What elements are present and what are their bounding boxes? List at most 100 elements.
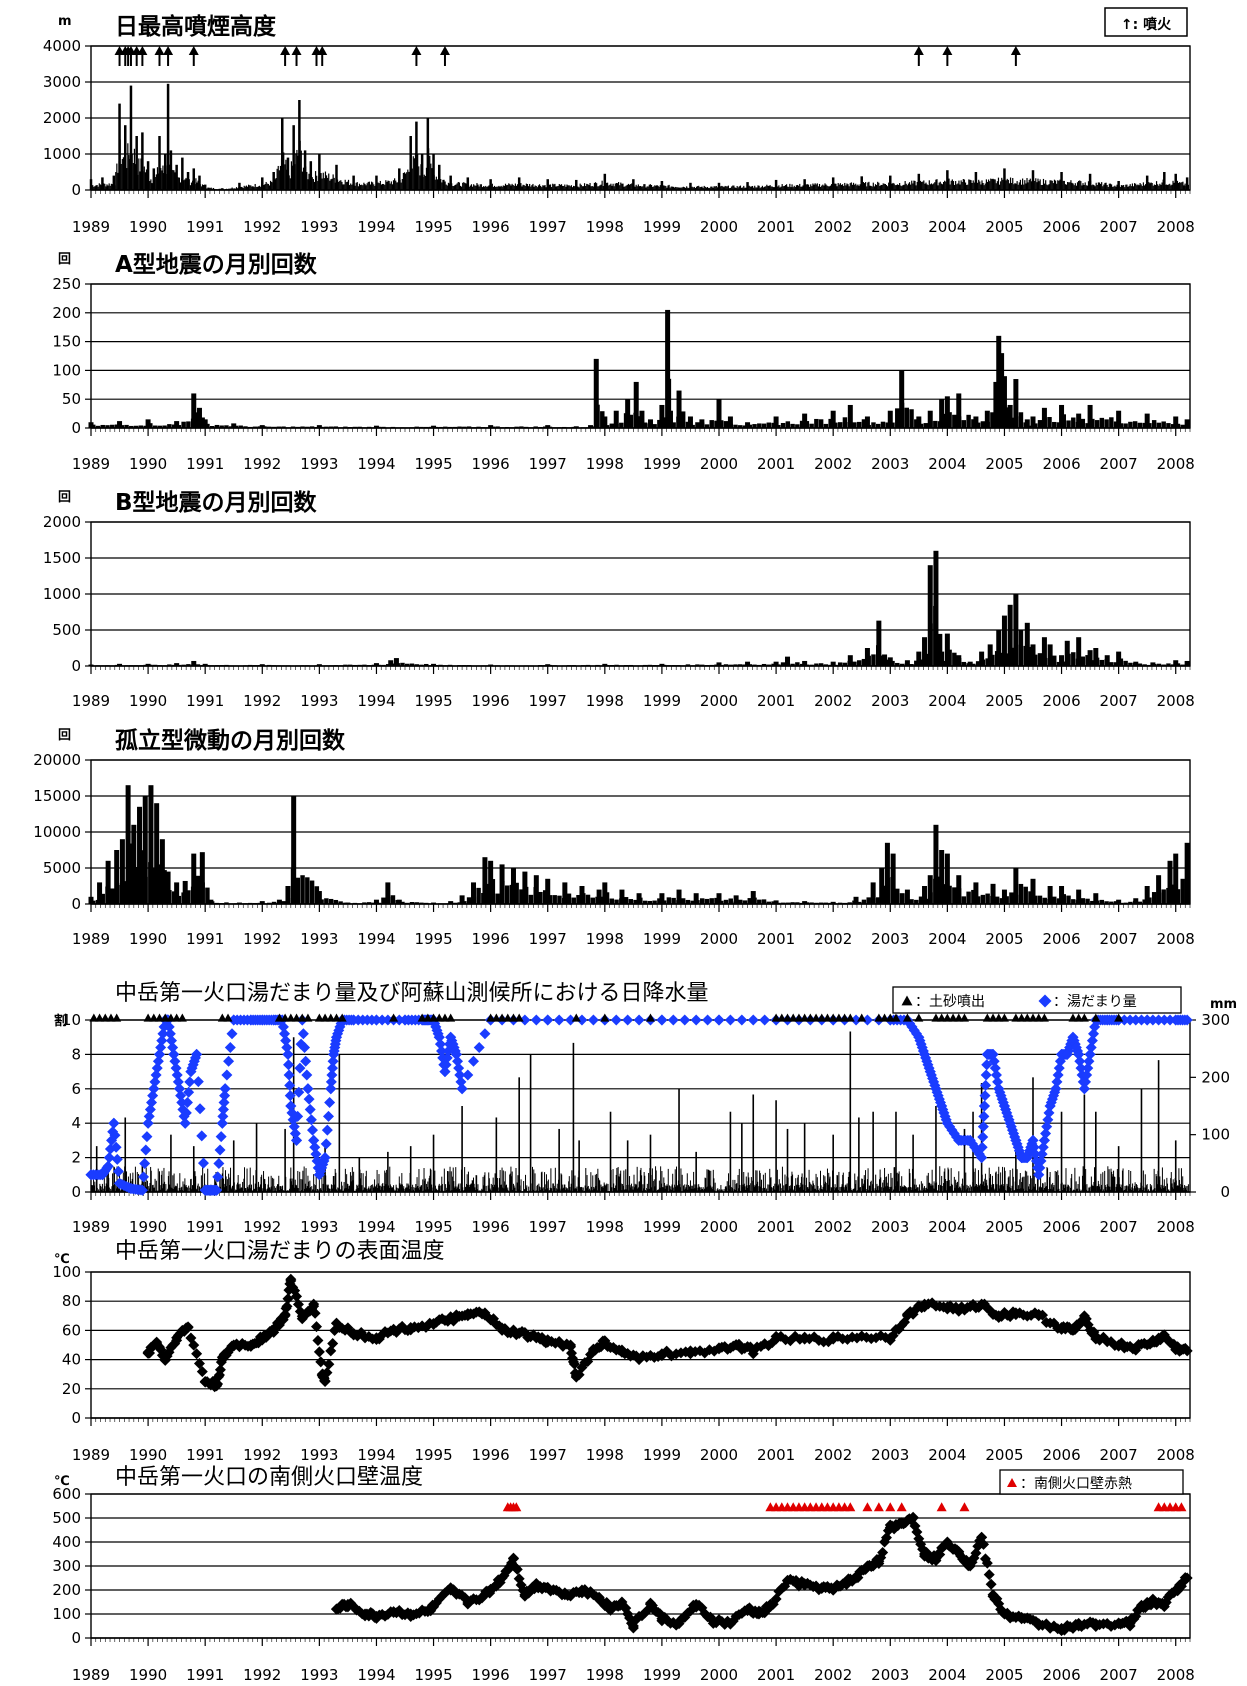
bar-texture-mark bbox=[504, 183, 507, 190]
bar-texture-mark bbox=[405, 902, 410, 904]
bar-texture-mark bbox=[856, 421, 862, 428]
bar-texture-mark bbox=[751, 185, 754, 190]
bar-texture-mark bbox=[514, 426, 519, 428]
bar-texture-mark bbox=[802, 185, 804, 190]
bar-texture-mark bbox=[405, 173, 407, 190]
bar-texture-mark bbox=[755, 187, 757, 190]
bar-texture-mark bbox=[124, 424, 129, 428]
bar-texture-mark bbox=[971, 663, 976, 666]
y-tick-label: 0 bbox=[71, 657, 81, 675]
bar-texture-mark bbox=[906, 185, 908, 190]
bar-texture-mark bbox=[942, 181, 945, 190]
bar-texture-mark bbox=[267, 664, 272, 666]
bar-texture-mark bbox=[1015, 183, 1017, 190]
bar bbox=[1076, 889, 1082, 904]
bar bbox=[276, 899, 282, 904]
bar-texture-mark bbox=[1039, 179, 1041, 190]
bar-texture-mark bbox=[590, 897, 596, 904]
bar-texture-mark bbox=[374, 185, 376, 190]
bar-texture-mark bbox=[690, 665, 695, 666]
bar-texture-mark bbox=[1038, 181, 1040, 190]
bar-texture-mark bbox=[523, 665, 529, 666]
bar-texture-mark bbox=[861, 899, 867, 904]
bar-texture-mark bbox=[290, 161, 293, 190]
y-tick-label: 3000 bbox=[43, 73, 81, 91]
bar-texture-mark bbox=[973, 182, 975, 190]
bar-texture-mark bbox=[215, 189, 217, 190]
bar-texture-mark bbox=[1052, 655, 1057, 666]
bar-texture-mark bbox=[723, 899, 729, 904]
bar-texture-mark bbox=[405, 663, 410, 666]
bar-texture-mark bbox=[362, 902, 367, 904]
x-tick-label: 1989 bbox=[72, 1218, 110, 1236]
bar-texture-mark bbox=[1138, 185, 1140, 190]
bar-texture-mark bbox=[553, 184, 555, 190]
bar-texture-mark bbox=[323, 178, 325, 190]
bar bbox=[105, 860, 111, 904]
bar-texture-mark bbox=[1187, 184, 1190, 190]
bar-texture-mark bbox=[343, 426, 348, 428]
bar-texture-mark bbox=[1125, 184, 1127, 190]
bar bbox=[716, 662, 722, 666]
y-tick-label: 0 bbox=[71, 895, 81, 913]
bar-texture-mark bbox=[462, 182, 464, 190]
bar-texture-mark bbox=[466, 897, 472, 904]
bar bbox=[124, 125, 127, 190]
bar-texture-mark bbox=[608, 185, 610, 190]
bar-texture-mark bbox=[978, 179, 980, 190]
bar-texture-mark bbox=[139, 171, 141, 190]
bar-texture-mark bbox=[771, 663, 776, 666]
bar bbox=[298, 100, 301, 190]
bar-texture-mark bbox=[96, 185, 98, 190]
bar-texture-mark bbox=[1153, 184, 1155, 190]
bar bbox=[191, 853, 197, 904]
bar-texture-mark bbox=[666, 187, 668, 190]
bar-texture-mark bbox=[504, 885, 510, 904]
bar bbox=[889, 175, 892, 190]
eruption-arrow bbox=[439, 46, 450, 66]
bar-texture-mark bbox=[847, 902, 852, 904]
x-tick-label: 1995 bbox=[414, 218, 452, 236]
bar-texture-mark bbox=[322, 172, 324, 190]
eruption-arrow bbox=[311, 46, 322, 66]
bar-texture-mark bbox=[872, 182, 874, 190]
bar-texture-mark bbox=[742, 187, 744, 190]
bar-texture-mark bbox=[601, 180, 603, 190]
bar-texture-mark bbox=[1104, 182, 1106, 190]
bar-texture-mark bbox=[513, 185, 515, 190]
bar bbox=[181, 157, 184, 190]
bar-texture-mark bbox=[124, 665, 129, 666]
bar-texture-mark bbox=[911, 180, 913, 190]
bar-texture-mark bbox=[706, 186, 709, 190]
bar-texture-mark bbox=[933, 183, 935, 190]
bar-texture-mark bbox=[1157, 184, 1159, 190]
bar bbox=[373, 425, 379, 428]
bar-texture-mark bbox=[967, 184, 969, 190]
bar-texture-mark bbox=[790, 902, 795, 904]
bar-texture-mark bbox=[993, 179, 995, 190]
bar-texture-mark bbox=[587, 184, 589, 190]
bar bbox=[636, 893, 642, 904]
bar bbox=[141, 132, 144, 190]
bar-texture-mark bbox=[339, 180, 341, 190]
x-tick-label: 1998 bbox=[586, 455, 624, 473]
bar-texture-mark bbox=[252, 186, 254, 190]
bar-texture-mark bbox=[948, 178, 950, 190]
bar-texture-mark bbox=[679, 187, 681, 190]
bar-texture-mark bbox=[110, 424, 115, 428]
bar bbox=[482, 857, 488, 904]
bar-texture-mark bbox=[652, 665, 657, 666]
bar-texture-mark bbox=[881, 185, 883, 190]
bar-texture-mark bbox=[419, 902, 424, 904]
bar-texture-mark bbox=[809, 186, 811, 190]
bar-texture-mark bbox=[571, 426, 576, 428]
bar-texture-mark bbox=[428, 426, 434, 428]
y-tick-label: 1500 bbox=[43, 549, 81, 567]
bar-texture-mark bbox=[379, 180, 381, 190]
bar-texture-mark bbox=[495, 665, 500, 666]
bar bbox=[112, 175, 116, 190]
bar-texture-mark bbox=[138, 425, 144, 428]
bar bbox=[1003, 168, 1006, 190]
bar-texture-mark bbox=[1066, 895, 1071, 904]
bar-texture-mark bbox=[630, 184, 632, 190]
